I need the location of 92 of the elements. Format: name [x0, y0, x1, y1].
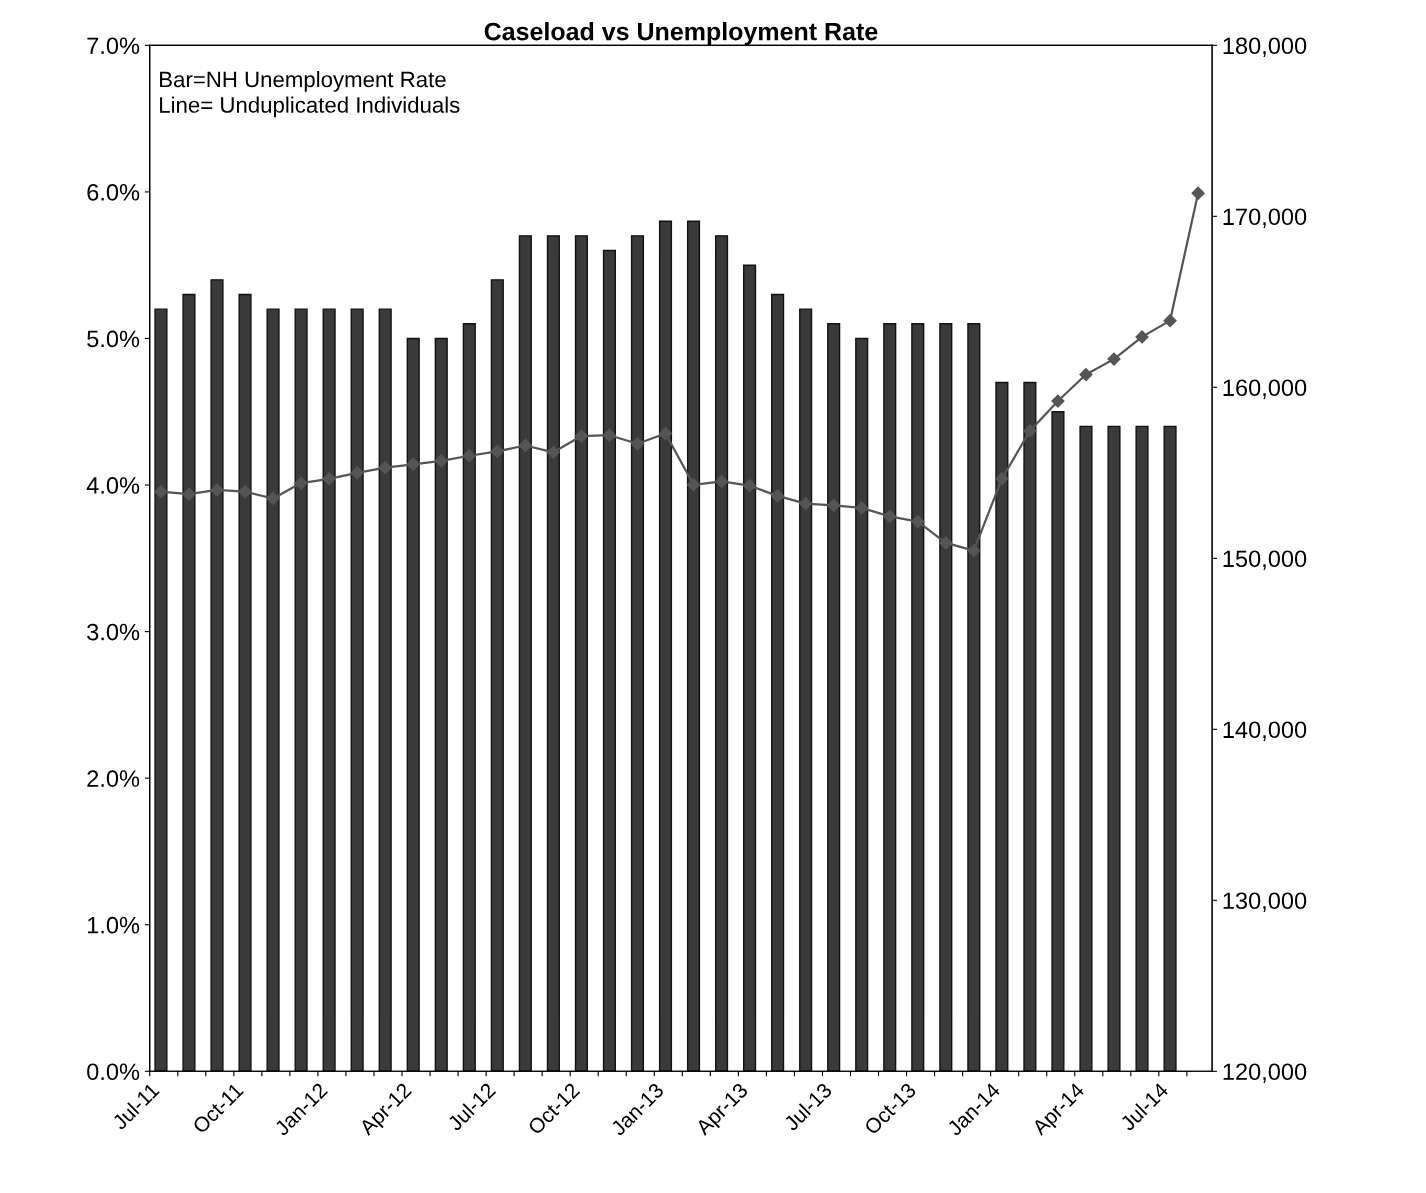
point: [546, 445, 560, 459]
bar: [602, 249, 617, 1072]
point: [630, 437, 645, 451]
bar: [462, 323, 476, 1072]
y2-tick-label: 130,000: [1223, 892, 1307, 912]
chart-title: Caseload vs Unemployment Rate: [484, 22, 878, 46]
point: [518, 438, 532, 453]
bar: [630, 235, 645, 1072]
y-tick-label: 7.0%: [87, 37, 140, 55]
bar: [714, 235, 729, 1072]
point: [490, 444, 504, 459]
y-tick-label: 0.0%: [87, 1063, 140, 1081]
point: [210, 483, 224, 497]
point: [658, 426, 673, 441]
y-tick-label: 4.0%: [86, 477, 140, 494]
bar: [883, 323, 897, 1072]
bar: [1051, 411, 1065, 1072]
bar: [799, 308, 813, 1072]
point: [1079, 367, 1093, 382]
y-tick-label: 2.0%: [87, 770, 140, 787]
bar: [350, 308, 364, 1072]
point: [1191, 186, 1205, 200]
point: [771, 489, 785, 503]
y2-tick-label: 120,000: [1223, 1063, 1307, 1083]
point: [462, 449, 476, 463]
point: [799, 497, 813, 511]
point: [1163, 314, 1177, 328]
point: [1135, 330, 1149, 344]
y2-tick-label: 140,000: [1223, 721, 1307, 741]
y2-tick-label: 180,000: [1223, 37, 1307, 57]
bar: [210, 279, 224, 1072]
bar: [266, 308, 280, 1072]
point: [574, 429, 588, 443]
bar: [855, 337, 869, 1072]
point: [1051, 394, 1065, 408]
point: [686, 478, 701, 492]
bar: [378, 308, 392, 1072]
bar: [939, 323, 953, 1072]
point: [1023, 424, 1037, 438]
point: [967, 544, 981, 558]
bar: [771, 293, 785, 1072]
point: [939, 536, 953, 550]
y-tick-label: 3.0%: [87, 623, 140, 641]
point: [406, 457, 420, 471]
point: [743, 479, 757, 493]
point: [995, 472, 1009, 486]
y-tick-label: 5.0%: [87, 330, 140, 348]
bar: [1023, 381, 1037, 1072]
y2-tick-label: 160,000: [1223, 379, 1307, 399]
point: [266, 491, 280, 506]
bar: [154, 308, 168, 1072]
bar: [406, 337, 420, 1072]
point: [827, 498, 841, 512]
point: [714, 474, 729, 488]
point: [883, 509, 897, 524]
point: [855, 501, 869, 515]
bar: [294, 308, 308, 1072]
y2-tick-label: 170,000: [1223, 208, 1307, 228]
bar: [518, 235, 532, 1072]
point: [378, 461, 392, 475]
point: [602, 428, 617, 442]
point: [434, 454, 448, 468]
bar: [1135, 425, 1149, 1072]
bar: [546, 235, 560, 1072]
y-tick-label: 1.0%: [87, 916, 140, 934]
bar: [238, 293, 252, 1072]
bar: [967, 323, 981, 1072]
bar: [995, 381, 1009, 1072]
annotation: Bar=NH Unemployment Rate Line= Unduplicated Individuals: [160, 70, 460, 118]
y-tick-label: 6.0%: [87, 183, 140, 201]
bar: [827, 323, 841, 1072]
bar: [322, 308, 336, 1072]
bar: [686, 220, 701, 1072]
point: [1107, 352, 1121, 366]
point: [911, 514, 925, 529]
point: [182, 487, 196, 501]
bar: [434, 337, 448, 1072]
y2-tick-label: 150,000: [1223, 550, 1307, 570]
bar: [574, 235, 588, 1072]
bar: [1107, 425, 1121, 1072]
bar: [182, 293, 196, 1072]
point: [294, 476, 308, 490]
bar: [1163, 425, 1177, 1072]
bar: [490, 279, 504, 1072]
point: [154, 485, 168, 499]
bar: [911, 323, 925, 1072]
point: [322, 472, 336, 486]
point: [350, 466, 364, 480]
bar: [743, 264, 757, 1072]
bar: [658, 220, 673, 1072]
bar: [1079, 425, 1093, 1072]
point: [238, 485, 252, 499]
